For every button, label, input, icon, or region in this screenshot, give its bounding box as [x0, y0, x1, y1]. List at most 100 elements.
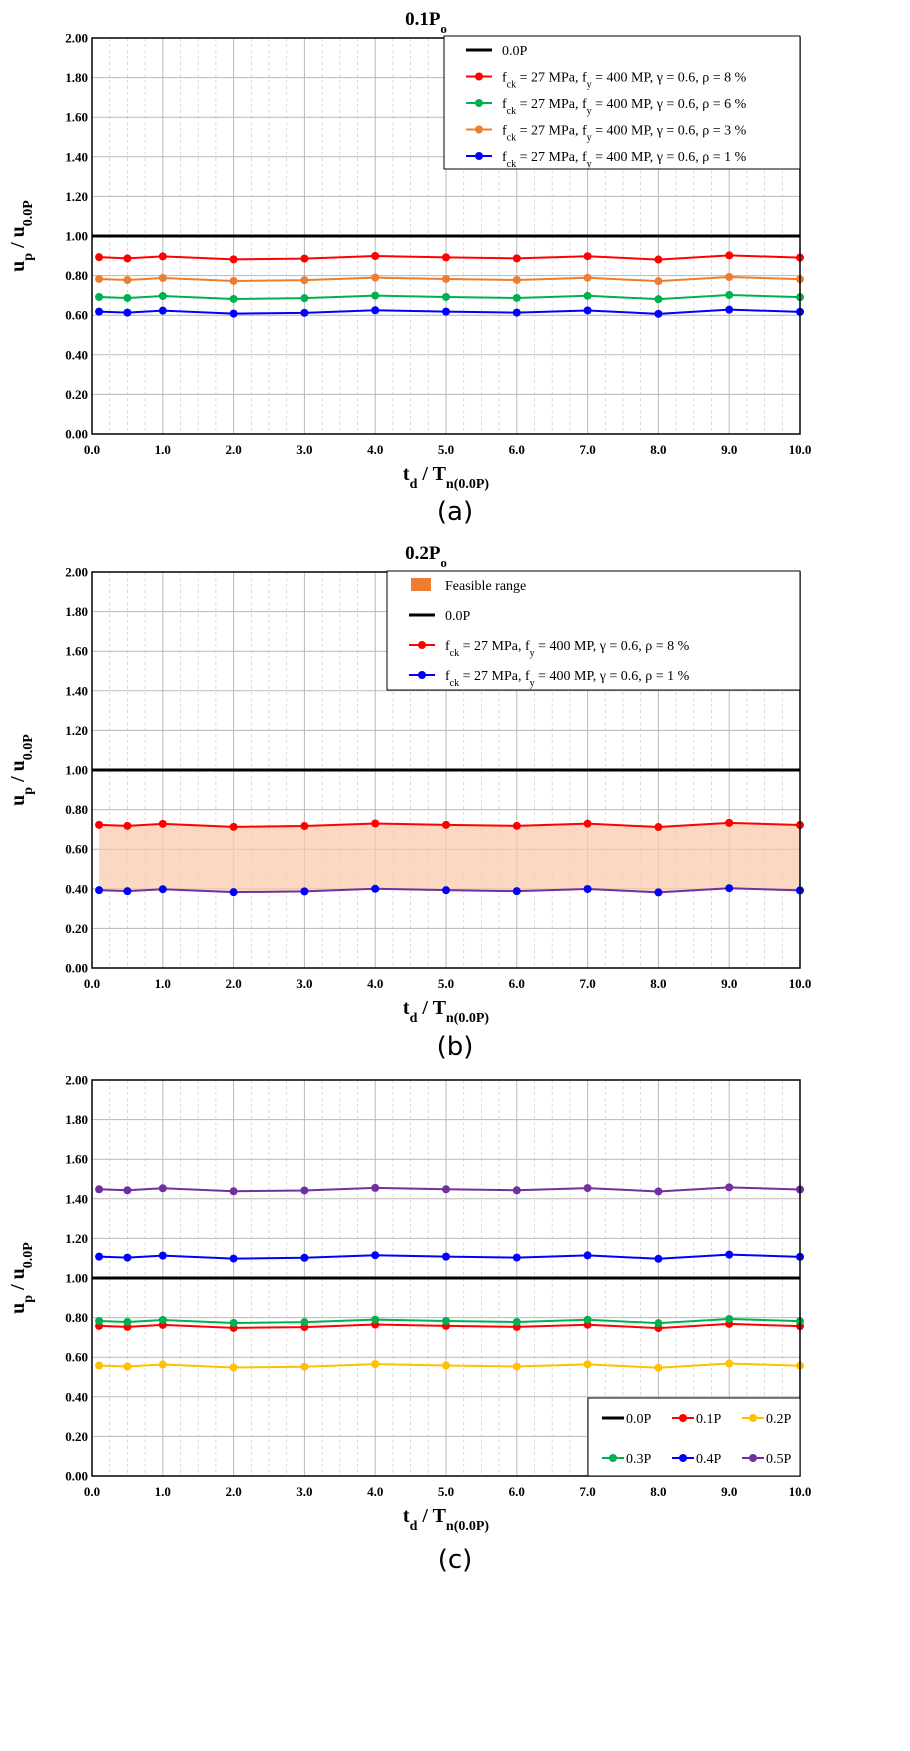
- legend-label: fck = 27 MPa, fy = 400 MP, γ = 0.6, ρ = …: [445, 669, 690, 689]
- x-axis-label: td / Tn(0.0P): [403, 997, 490, 1026]
- legend-marker: [609, 1454, 617, 1462]
- text-part: t: [403, 997, 410, 1019]
- data-point: [371, 306, 380, 315]
- x-tick-label: 0.0: [84, 976, 100, 991]
- y-tick-label: 1.60: [65, 1152, 88, 1167]
- data-point: [725, 1250, 734, 1259]
- x-tick-label: 10.0: [789, 442, 812, 457]
- series-2: [95, 291, 804, 304]
- data-point: [95, 820, 104, 829]
- text-part: d: [410, 1519, 418, 1534]
- data-point: [95, 274, 104, 283]
- text-part: 0.0P: [21, 200, 36, 227]
- data-point: [442, 1316, 450, 1325]
- data-point: [371, 1360, 380, 1369]
- legend-swatch: [411, 578, 431, 591]
- text-part: u: [7, 1303, 29, 1314]
- y-axis-label: up / u0.0P: [7, 1242, 36, 1314]
- text-part: f: [582, 71, 587, 86]
- text-part: f: [525, 639, 530, 654]
- x-tick-label: 8.0: [650, 1484, 666, 1499]
- x-tick-label: 2.0: [225, 976, 241, 991]
- y-tick-label: 0.00: [65, 1469, 88, 1484]
- text-part: 0.2P: [405, 543, 441, 564]
- data-point: [95, 886, 104, 895]
- text-part: / T: [417, 997, 446, 1019]
- text-part: = 27 MPa,: [516, 124, 582, 139]
- text-part: y: [587, 159, 592, 170]
- series-line: [99, 1186, 801, 1193]
- text-part: ck: [450, 678, 459, 689]
- text-part: = 400 MP, γ = 0.6, ρ = 8 %: [592, 71, 747, 86]
- data-point: [654, 1254, 663, 1263]
- x-tick-label: 0.0: [84, 442, 100, 457]
- x-tick-label: 10.0: [789, 976, 812, 991]
- x-tick-label: 10.0: [789, 1484, 812, 1499]
- x-tick-label: 7.0: [579, 442, 595, 457]
- data-point: [123, 308, 132, 317]
- y-tick-label: 0.40: [65, 347, 88, 362]
- data-point: [583, 819, 592, 828]
- data-point: [158, 1360, 167, 1369]
- series-line: [99, 308, 801, 315]
- x-tick-label: 1.0: [155, 976, 171, 991]
- legend-marker: [418, 641, 426, 649]
- data-point: [654, 255, 663, 264]
- x-tick-label: 3.0: [296, 976, 312, 991]
- text-part: ck: [450, 648, 459, 659]
- text-part: f: [502, 150, 507, 165]
- data-point: [123, 821, 132, 830]
- text-part: ck: [507, 132, 516, 143]
- data-point: [158, 885, 167, 894]
- text-part: f: [525, 669, 530, 684]
- data-point: [371, 1183, 380, 1192]
- text-part: n(0.0P): [446, 1519, 490, 1534]
- text-part: u: [7, 795, 29, 806]
- legend-marker: [679, 1414, 687, 1422]
- y-tick-label: 0.20: [65, 921, 88, 936]
- x-tick-label: 4.0: [367, 442, 383, 457]
- data-point: [300, 276, 309, 285]
- data-point: [123, 1186, 132, 1195]
- text-part: = 400 MP, γ = 0.6, ρ = 1 %: [535, 669, 690, 684]
- x-axis-label: td / Tn(0.0P): [403, 1505, 490, 1534]
- y-tick-label: 1.20: [65, 189, 88, 204]
- text-part: y: [587, 132, 592, 143]
- text-part: n(0.0P): [446, 1011, 490, 1026]
- y-tick-label: 2.00: [65, 31, 88, 46]
- legend-box: [386, 570, 801, 691]
- legend-label: 0.2P: [766, 1412, 792, 1427]
- data-point: [442, 1361, 450, 1370]
- text-part: 0.0P: [21, 1242, 36, 1269]
- data-point: [123, 275, 132, 284]
- legend-marker: [475, 72, 483, 81]
- text-part: 0.0P: [21, 734, 36, 761]
- data-point: [158, 306, 167, 315]
- data-point: [725, 1314, 734, 1323]
- data-point: [371, 291, 380, 300]
- text-part: ck: [507, 159, 516, 170]
- data-point: [158, 291, 167, 300]
- series-3: [95, 1314, 804, 1328]
- data-point: [95, 253, 104, 262]
- y-tick-label: 0.00: [65, 427, 88, 442]
- data-point: [442, 307, 450, 316]
- x-tick-label: 4.0: [367, 976, 383, 991]
- data-point: [725, 305, 734, 314]
- text-part: / T: [417, 463, 446, 485]
- data-point: [654, 277, 663, 286]
- data-point: [229, 822, 238, 831]
- text-part: y: [587, 79, 592, 90]
- data-point: [583, 1251, 592, 1260]
- data-point: [229, 888, 238, 897]
- y-tick-label: 1.60: [65, 644, 88, 659]
- data-point: [229, 1318, 238, 1327]
- y-tick-label: 0.80: [65, 1310, 88, 1325]
- data-point: [371, 1315, 380, 1324]
- legend-marker: [679, 1454, 687, 1462]
- data-point: [725, 818, 734, 827]
- legend-label: 0.3P: [626, 1452, 652, 1467]
- y-tick-label: 1.20: [65, 723, 88, 738]
